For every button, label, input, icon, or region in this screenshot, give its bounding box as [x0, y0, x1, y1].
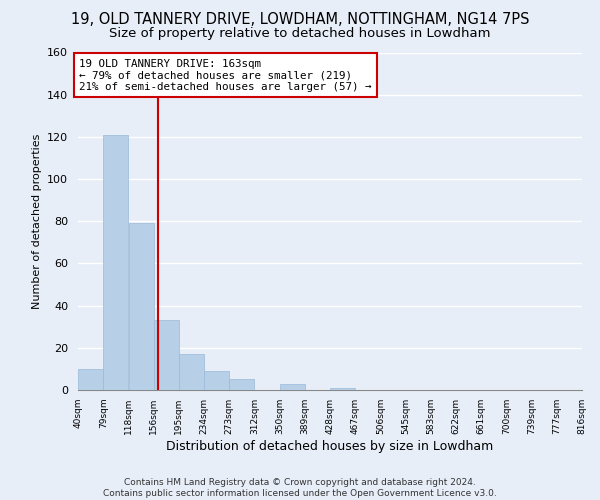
Bar: [330, 388, 355, 390]
Y-axis label: Number of detached properties: Number of detached properties: [32, 134, 41, 309]
Text: Size of property relative to detached houses in Lowdham: Size of property relative to detached ho…: [109, 28, 491, 40]
Bar: [129, 224, 154, 390]
Text: 19, OLD TANNERY DRIVE, LOWDHAM, NOTTINGHAM, NG14 7PS: 19, OLD TANNERY DRIVE, LOWDHAM, NOTTINGH…: [71, 12, 529, 28]
X-axis label: Distribution of detached houses by size in Lowdham: Distribution of detached houses by size …: [166, 440, 494, 452]
Text: 19 OLD TANNERY DRIVE: 163sqm
← 79% of detached houses are smaller (219)
21% of s: 19 OLD TANNERY DRIVE: 163sqm ← 79% of de…: [79, 59, 372, 92]
Bar: [103, 135, 128, 390]
Bar: [204, 371, 229, 390]
Bar: [179, 354, 204, 390]
Bar: [154, 320, 179, 390]
Bar: [229, 380, 254, 390]
Text: Contains HM Land Registry data © Crown copyright and database right 2024.
Contai: Contains HM Land Registry data © Crown c…: [103, 478, 497, 498]
Bar: [280, 384, 305, 390]
Bar: [78, 369, 103, 390]
